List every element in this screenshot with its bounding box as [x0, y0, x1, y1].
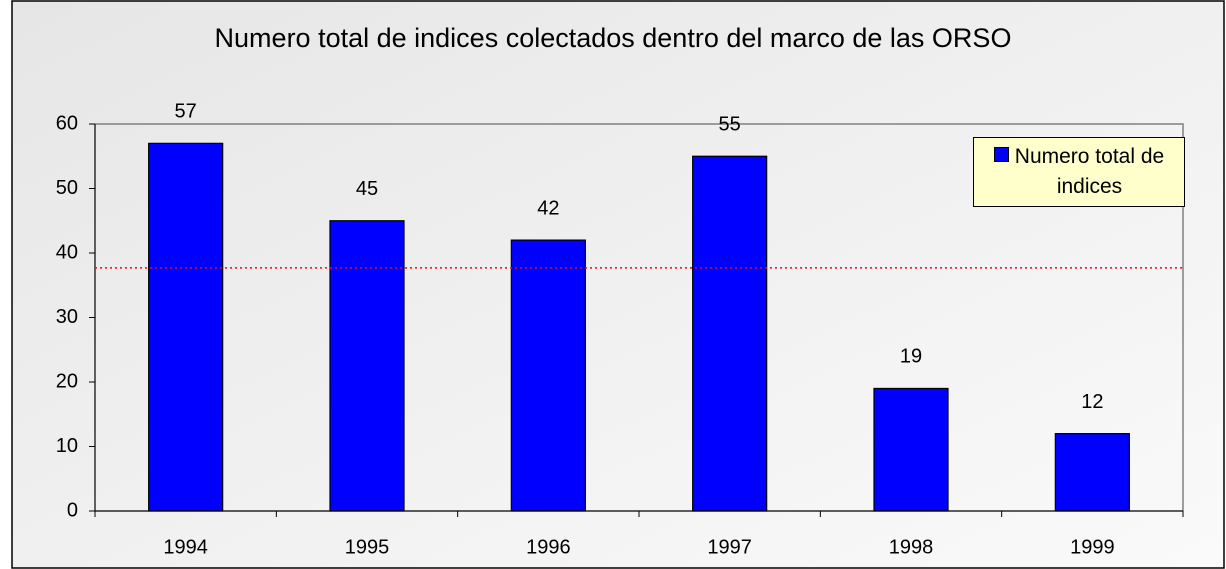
x-tick-label: 1996: [526, 536, 571, 558]
y-tick-label: 0: [67, 499, 78, 521]
legend-swatch: [993, 147, 1009, 162]
x-tick-label: 1998: [889, 536, 934, 558]
x-tick-label: 1994: [163, 536, 208, 558]
data-label: 42: [537, 197, 559, 219]
y-tick-label: 30: [56, 306, 78, 328]
x-tick-label: 1997: [707, 536, 752, 558]
data-label: 57: [175, 101, 197, 123]
plot-area: 0 10 20 30 40 50 60 1994 57 1995 45 1996 42 1997 55 199…: [56, 101, 1184, 558]
chart-title: Numero total de indices colectados dentr…: [214, 23, 1012, 53]
legend: Numero total de indices: [973, 137, 1185, 207]
y-tick-label: 10: [56, 435, 78, 457]
bar: [148, 142, 224, 512]
y-tick-label: 40: [56, 241, 78, 263]
x-tick-label: 1995: [345, 536, 390, 558]
x-tick-label: 1999: [1070, 536, 1115, 558]
bar: [1054, 433, 1130, 512]
legend-label: Numero total de indices: [1014, 145, 1165, 198]
bar: [510, 239, 586, 512]
data-label: 19: [900, 346, 922, 368]
y-tick-label: 50: [56, 177, 78, 199]
data-label: 45: [356, 178, 378, 200]
bar: [329, 220, 405, 512]
data-label: 55: [719, 114, 741, 136]
bar: [873, 387, 949, 512]
plot-frame: [95, 123, 1184, 511]
data-label: 12: [1081, 391, 1103, 413]
bar: [692, 155, 768, 512]
y-tick-label: 20: [56, 370, 78, 392]
y-tick-label: 60: [56, 112, 78, 134]
